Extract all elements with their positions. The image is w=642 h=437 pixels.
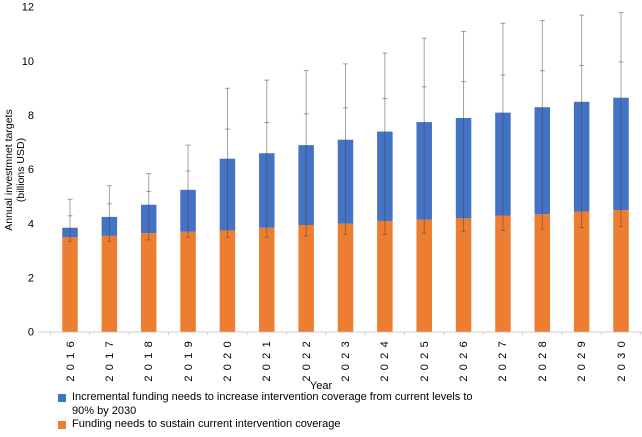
svg-text:8: 8 [28, 110, 34, 122]
svg-text:(billions USD): (billions USD) [15, 138, 27, 202]
svg-text:10: 10 [22, 56, 34, 68]
svg-text:2: 2 [28, 273, 34, 285]
svg-text:Annual investmnet targets: Annual investmnet targets [3, 109, 15, 230]
svg-text:4: 4 [28, 218, 34, 230]
svg-text:12: 12 [22, 2, 34, 14]
svg-text:0: 0 [28, 327, 34, 339]
svg-text:6: 6 [28, 164, 34, 176]
